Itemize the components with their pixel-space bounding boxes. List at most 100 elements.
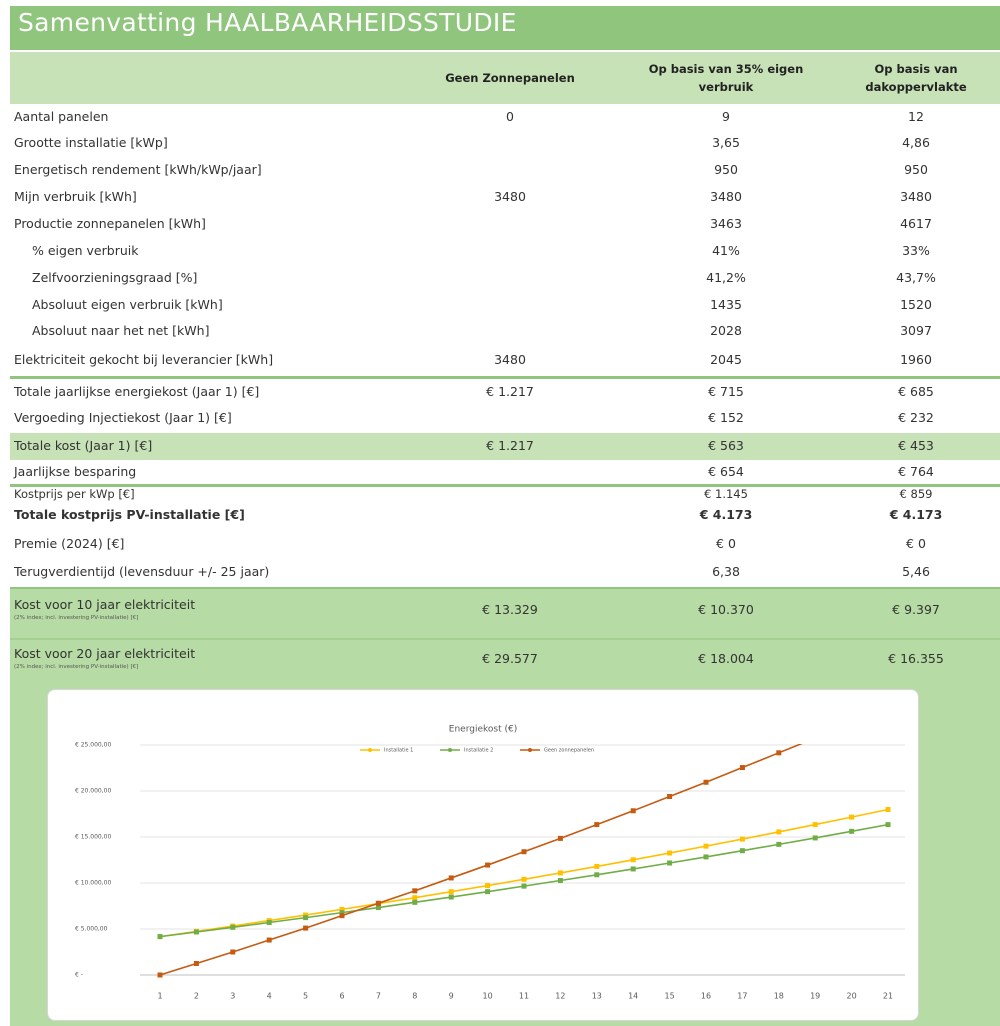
- cell-value: 43,7%: [896, 270, 936, 285]
- x-tick-label: 2: [194, 992, 199, 1001]
- column-header: Op basis van dakoppervlakte: [865, 62, 967, 94]
- cell-value: € 0: [906, 536, 926, 551]
- data-point: [703, 779, 709, 785]
- y-tick-label: € 20.000,00: [75, 788, 111, 795]
- cell-value: 12: [908, 109, 924, 124]
- row-label: Kostprijs per kWp [€]: [14, 487, 135, 501]
- cell-value: € 563: [708, 438, 744, 453]
- cell-value: 3480: [494, 352, 526, 367]
- y-tick-label: € 10.000,00: [75, 880, 111, 887]
- x-tick-label: 4: [267, 992, 272, 1001]
- row-label: Terugverdientijd (levensduur +/- 25 jaar…: [14, 564, 270, 579]
- row-label: Jaarlijkse besparing: [14, 464, 137, 479]
- chart-title: Energiekost (€): [449, 725, 517, 735]
- x-tick-label: 20: [847, 992, 857, 1001]
- row-label: % eigen verbruik: [32, 243, 139, 258]
- data-point: [885, 806, 891, 812]
- data-point: [230, 949, 236, 955]
- cell-value: 41,2%: [706, 270, 746, 285]
- row-highlight: [10, 433, 1000, 460]
- cell-value: € 16.355: [888, 651, 944, 666]
- cell-value: € 453: [898, 438, 934, 453]
- legend-label: Installatie 2: [464, 748, 493, 754]
- x-tick-label: 14: [628, 992, 638, 1001]
- row-note: (2% index; incl. investering PV-installa…: [14, 664, 139, 670]
- data-point: [485, 889, 491, 895]
- legend-marker: [448, 748, 452, 752]
- legend-label: Installatie 1: [384, 748, 413, 754]
- x-tick-label: 10: [483, 992, 493, 1001]
- cell-value: 950: [714, 162, 738, 177]
- cell-value: 4,86: [902, 135, 930, 150]
- cell-value: € 13.329: [482, 602, 538, 617]
- cell-value: 1960: [900, 352, 932, 367]
- x-tick-label: 5: [303, 992, 308, 1001]
- legend-label: Geen zonnepanelen: [544, 748, 594, 754]
- cell-value: 2045: [710, 352, 742, 367]
- cell-value: 4617: [900, 216, 932, 231]
- x-tick-label: 15: [665, 992, 675, 1001]
- row-label: Kost voor 20 jaar elektriciteit: [14, 646, 196, 661]
- cell-value: € 4.173: [699, 507, 753, 522]
- cell-value: € 9.397: [892, 602, 940, 617]
- x-tick-label: 21: [883, 992, 893, 1001]
- title-bar: [10, 6, 1000, 50]
- cell-value: 6,38: [712, 564, 740, 579]
- column-header: Geen Zonnepanelen: [445, 71, 575, 85]
- data-point: [849, 814, 855, 820]
- data-point: [448, 894, 454, 900]
- chart-panel: [47, 689, 919, 1021]
- data-point: [230, 924, 236, 930]
- data-point: [667, 794, 673, 800]
- data-point: [375, 905, 381, 911]
- row-label: Mijn verbruik [kWh]: [14, 189, 137, 204]
- row-highlight: [10, 588, 1000, 638]
- legend-marker: [368, 748, 372, 752]
- data-point: [448, 875, 454, 881]
- x-tick-label: 3: [230, 992, 235, 1001]
- data-point: [885, 822, 891, 828]
- data-point: [303, 925, 309, 931]
- cell-value: 33%: [902, 243, 930, 258]
- x-tick-label: 1: [157, 992, 162, 1001]
- data-point: [886, 705, 891, 710]
- data-point: [557, 878, 563, 884]
- cell-value: € 1.217: [486, 384, 534, 399]
- cell-value: € 859: [899, 487, 933, 501]
- x-tick-label: 12: [555, 992, 565, 1001]
- data-point: [630, 808, 636, 814]
- x-tick-label: 17: [737, 992, 747, 1001]
- cell-value: € 152: [708, 410, 744, 425]
- row-note: (2% index; incl. investering PV-installa…: [14, 615, 139, 621]
- y-tick-label: € -: [75, 972, 83, 979]
- cell-value: 3480: [710, 189, 742, 204]
- data-point: [521, 883, 527, 889]
- row-label: Productie zonnepanelen [kWh]: [14, 216, 206, 231]
- data-point: [776, 841, 782, 847]
- x-tick-label: 8: [412, 992, 417, 1001]
- row-highlight: [10, 640, 1000, 684]
- x-tick-label: 19: [810, 992, 820, 1001]
- x-tick-label: 11: [519, 992, 529, 1001]
- data-point: [521, 849, 527, 855]
- row-separator: [10, 484, 1000, 487]
- data-point: [630, 857, 636, 863]
- data-point: [812, 835, 818, 841]
- cell-value: 3,65: [712, 135, 740, 150]
- data-point: [412, 895, 418, 901]
- cell-value: 5,46: [902, 564, 930, 579]
- row-separator: [10, 638, 1000, 640]
- row-label: Elektriciteit gekocht bij leverancier [k…: [14, 352, 274, 367]
- cell-value: € 764: [898, 464, 934, 479]
- x-tick-label: 9: [449, 992, 454, 1001]
- cell-value: € 654: [708, 464, 744, 479]
- cell-value: € 4.173: [889, 507, 943, 522]
- data-point: [266, 920, 272, 926]
- data-point: [776, 750, 782, 756]
- y-tick-label: € 5.000,00: [75, 926, 108, 933]
- series-line: [159, 744, 803, 976]
- data-point: [594, 872, 600, 878]
- cell-value: 3097: [900, 323, 932, 338]
